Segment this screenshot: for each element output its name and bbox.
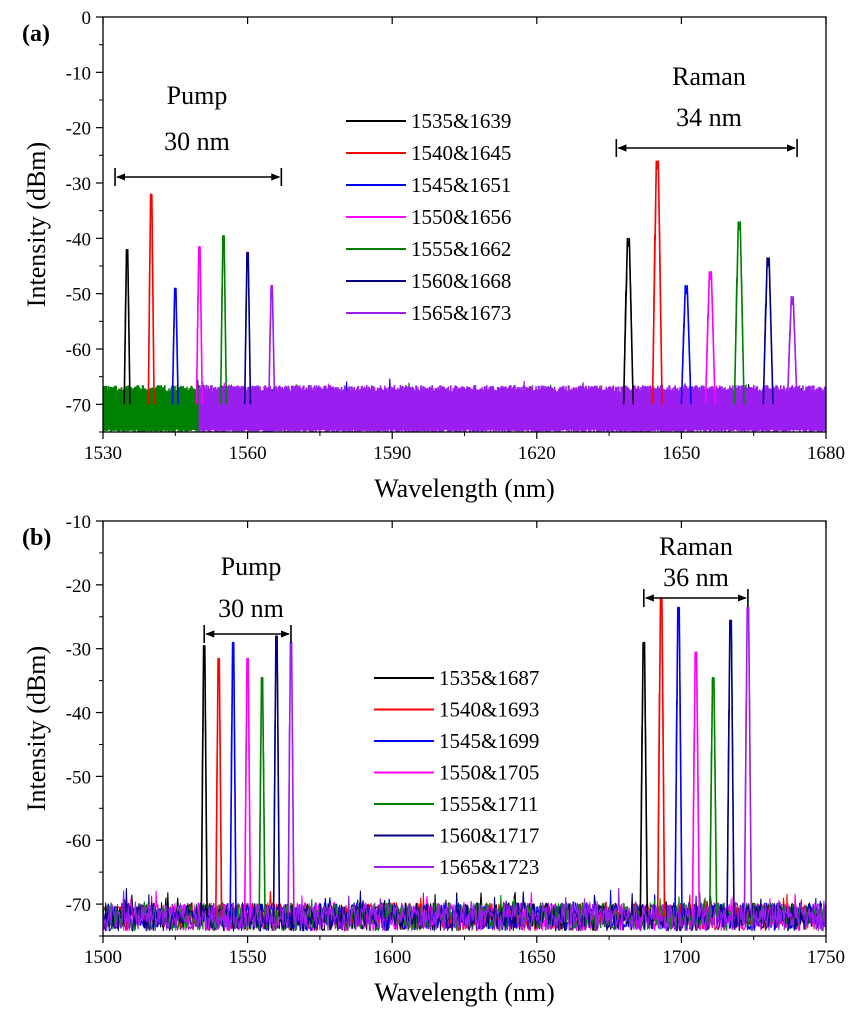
annotation-span: 30 nm xyxy=(164,127,230,156)
y-tick-label: -10 xyxy=(66,512,91,533)
y-tick-label: -10 xyxy=(66,63,91,84)
peak-1545&1651-1545 xyxy=(171,288,179,405)
legend-entry: 1545&1651 xyxy=(411,173,511,197)
x-tick-label: 1650 xyxy=(662,443,700,464)
noise-band-1555&1662 xyxy=(103,385,200,432)
y-tick-label: -70 xyxy=(66,895,91,916)
peak-1535&1639-1535 xyxy=(123,249,131,405)
x-tick-label: 1650 xyxy=(518,947,556,968)
peak-1555&1662-1555 xyxy=(219,235,228,405)
annotation-title: Raman xyxy=(659,532,733,561)
annotation-span: 30 nm xyxy=(218,594,284,623)
peak-1550&1656-1550 xyxy=(195,246,204,405)
series-line-1565&1723 xyxy=(103,606,826,932)
y-tick-label: -30 xyxy=(66,640,91,661)
peak-1555&1662-1662 xyxy=(733,221,745,405)
legend-entry: 1555&1711 xyxy=(439,792,539,816)
peak-1560&1717-1717 xyxy=(726,619,735,917)
annotation-title: Pump xyxy=(221,552,282,581)
peak-1555&1711-1555 xyxy=(258,677,266,917)
x-tick-label: 1700 xyxy=(662,947,700,968)
y-tick-label: -50 xyxy=(66,767,91,788)
y-tick-label: -40 xyxy=(66,704,91,725)
annotation-span: 36 nm xyxy=(663,563,729,592)
peak-1555&1711-1711 xyxy=(708,677,718,917)
peak-1545&1699-1545 xyxy=(229,642,237,917)
x-tick-label: 1600 xyxy=(373,947,411,968)
x-tick-label: 1750 xyxy=(807,947,845,968)
peak-1540&1693-1693 xyxy=(656,597,666,917)
peak-1550&1656-1656 xyxy=(704,271,716,405)
legend-entry: 1565&1723 xyxy=(439,855,539,879)
legend-entry: 1560&1717 xyxy=(439,824,539,848)
peak-1560&1668-1668 xyxy=(762,257,774,405)
x-tick-label: 1550 xyxy=(229,947,267,968)
y-tick-label: -20 xyxy=(66,576,91,597)
plot-area xyxy=(103,597,826,932)
peak-1565&1673-1673 xyxy=(786,296,798,405)
x-tick-label: 1500 xyxy=(84,947,122,968)
panel-label: (b) xyxy=(22,525,51,551)
y-tick-label: -20 xyxy=(66,119,91,140)
peak-1535&1639-1639 xyxy=(622,238,634,405)
legend-entry: 1550&1656 xyxy=(411,205,511,229)
peak-1550&1705-1550 xyxy=(243,658,252,917)
y-axis-title: Intensity (dBm) xyxy=(22,142,51,307)
peak-1560&1717-1560 xyxy=(272,635,281,917)
x-axis-title: Wavelength (nm) xyxy=(374,474,555,503)
y-tick-label: -60 xyxy=(66,340,91,361)
x-tick-label: 1530 xyxy=(84,443,122,464)
peak-1550&1705-1705 xyxy=(691,651,701,917)
x-tick-label: 1560 xyxy=(229,443,267,464)
legend-entry: 1535&1639 xyxy=(411,109,511,133)
legend: 1535&1687 1540&1693 1545&1699 1550&1705 1555… xyxy=(374,666,539,879)
peak-1560&1668-1560 xyxy=(243,252,252,405)
panel-b: 1500 1550 1600 1650 1700 1750 -10 -20 -30 -40 -50 -… xyxy=(22,512,845,1007)
annotation-title: Pump xyxy=(167,81,228,110)
panel-a: 1530 1560 1590 1620 1650 1680 0 -10 -20 -30 -40 -50… xyxy=(22,8,845,503)
x-tick-label: 1590 xyxy=(373,443,411,464)
x-axis-title: Wavelength (nm) xyxy=(374,978,555,1007)
y-tick-label: 0 xyxy=(82,8,92,29)
plot-area xyxy=(103,160,826,432)
x-tick-label: 1620 xyxy=(518,443,556,464)
peak-1535&1687-1535 xyxy=(200,645,208,917)
y-tick-label: -70 xyxy=(66,395,91,416)
y-axis-title: Intensity (dBm) xyxy=(22,646,51,811)
noise-band-1565&1673 xyxy=(198,385,826,432)
peak-1545&1651-1651 xyxy=(680,285,692,405)
legend-entry: 1540&1693 xyxy=(439,698,539,722)
y-tick-label: -60 xyxy=(66,831,91,852)
legend-entry: 1540&1645 xyxy=(411,141,511,165)
legend-entry: 1545&1699 xyxy=(439,729,539,753)
peak-1540&1645-1645 xyxy=(651,160,663,405)
peak-1545&1699-1699 xyxy=(674,607,683,917)
peak-1565&1673-1565 xyxy=(268,285,276,405)
annotation-pump: Pump 30 nm xyxy=(203,552,292,643)
annotation-span: 34 nm xyxy=(676,103,742,132)
annotation-pump: Pump 30 nm xyxy=(114,81,283,186)
peak-1540&1693-1540 xyxy=(215,658,223,917)
legend-entry: 1550&1705 xyxy=(439,761,539,785)
annotation-raman: Raman 34 nm xyxy=(615,62,798,157)
y-tick-label: -50 xyxy=(66,285,91,306)
peak-1535&1687-1687 xyxy=(639,642,649,917)
peak-1565&1723-1723 xyxy=(743,607,753,917)
y-tick-label: -30 xyxy=(66,174,91,195)
panel-label: (a) xyxy=(22,21,50,47)
legend-entry: 1535&1687 xyxy=(439,666,539,690)
legend-entry: 1565&1673 xyxy=(411,301,511,325)
x-tick-label: 1680 xyxy=(807,443,845,464)
annotation-title: Raman xyxy=(672,62,746,91)
legend: 1535&1639 1540&1645 1545&1651 1550&1656 1555… xyxy=(346,109,511,325)
peak-1565&1723-1565 xyxy=(287,642,295,917)
peak-1540&1645-1540 xyxy=(147,194,155,405)
y-tick-label: -40 xyxy=(66,229,91,250)
legend-entry: 1560&1668 xyxy=(411,269,511,293)
legend-entry: 1555&1662 xyxy=(411,237,511,261)
